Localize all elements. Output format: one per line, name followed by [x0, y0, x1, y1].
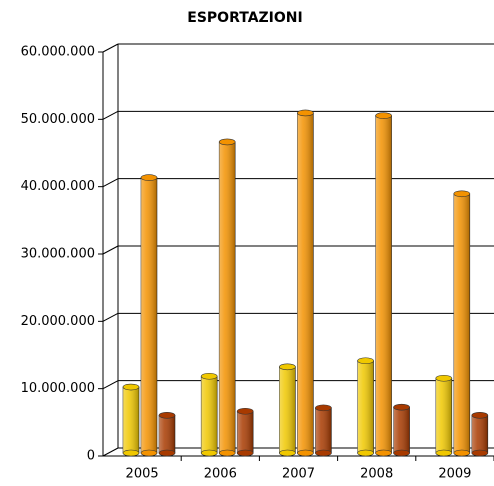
bar-top — [218, 138, 236, 146]
y-tick-label: 50.000.000 — [21, 112, 95, 127]
bar-shade — [375, 115, 392, 453]
bar-shade — [297, 112, 314, 453]
bar-top — [375, 112, 392, 119]
bar-base — [375, 449, 392, 457]
bar — [375, 112, 392, 457]
bar-top — [471, 411, 489, 419]
y-tick-label: 0 — [87, 449, 95, 464]
grid-line — [102, 380, 119, 390]
bar — [158, 411, 176, 457]
bar-top — [453, 190, 471, 198]
bar-top — [200, 372, 218, 380]
bar-base — [236, 449, 254, 457]
bar — [297, 109, 314, 457]
grid-line — [102, 110, 119, 120]
bar — [122, 383, 140, 457]
x-tick-label: 2006 — [204, 467, 237, 482]
bar-base — [393, 449, 410, 457]
bar — [357, 357, 374, 457]
bar-shade — [219, 141, 236, 454]
bar-shade — [393, 407, 410, 453]
bar-top — [158, 411, 176, 419]
bar-base — [140, 449, 158, 457]
bar-base — [297, 449, 314, 457]
grid-line — [102, 245, 119, 255]
grid-line — [102, 447, 119, 457]
bar — [471, 411, 489, 457]
bar-top — [236, 407, 254, 415]
bar-base — [471, 449, 489, 457]
bar-top — [357, 357, 374, 365]
bar-base — [357, 449, 374, 457]
bar-base — [279, 449, 296, 457]
grid-line — [102, 312, 119, 322]
bar-top — [297, 109, 314, 117]
bar — [393, 403, 410, 457]
bar-shade — [159, 415, 175, 453]
bar-base — [200, 449, 218, 457]
bar-shade — [123, 387, 139, 453]
chart-title: ESPORTAZIONI — [187, 10, 302, 26]
bar — [200, 372, 218, 457]
bar-shade — [453, 193, 470, 453]
y-tick-label: 60.000.000 — [21, 45, 95, 60]
bar-base — [158, 449, 176, 457]
bar-shade — [435, 378, 452, 453]
bar-base — [218, 449, 236, 457]
bar-shade — [471, 415, 488, 453]
bar-shade — [279, 366, 296, 453]
bar-base — [435, 449, 453, 457]
bar — [236, 407, 254, 457]
bar-shade — [141, 177, 157, 453]
x-tick-label: 2007 — [282, 467, 315, 482]
bar-shade — [201, 376, 218, 453]
y-tick-label: 40.000.000 — [21, 179, 95, 194]
grid-line — [102, 178, 119, 188]
bar-top — [435, 374, 453, 382]
bar — [453, 190, 471, 457]
bar-top — [122, 383, 140, 391]
y-tick-label: 10.000.000 — [21, 381, 95, 396]
bar-top — [140, 174, 158, 181]
bar — [140, 174, 158, 457]
y-tick-label: 20.000.000 — [21, 314, 95, 329]
bar-top — [315, 404, 332, 412]
bar-base — [315, 449, 332, 457]
bar-base — [122, 449, 140, 457]
x-tick-label: 2005 — [126, 467, 159, 482]
bar-shade — [315, 407, 332, 453]
x-tick-label: 2009 — [438, 467, 471, 482]
x-tick-label: 2008 — [360, 467, 393, 482]
bar — [315, 404, 332, 457]
bar-top — [279, 363, 296, 371]
bar-shade — [237, 411, 254, 453]
bar-shade — [357, 360, 374, 453]
bar-base — [453, 449, 471, 457]
bar — [435, 374, 453, 457]
grid-line — [102, 43, 119, 53]
bar — [218, 138, 236, 457]
y-tick-label: 30.000.000 — [21, 247, 95, 262]
bar-top — [393, 403, 410, 411]
bar — [279, 363, 296, 457]
